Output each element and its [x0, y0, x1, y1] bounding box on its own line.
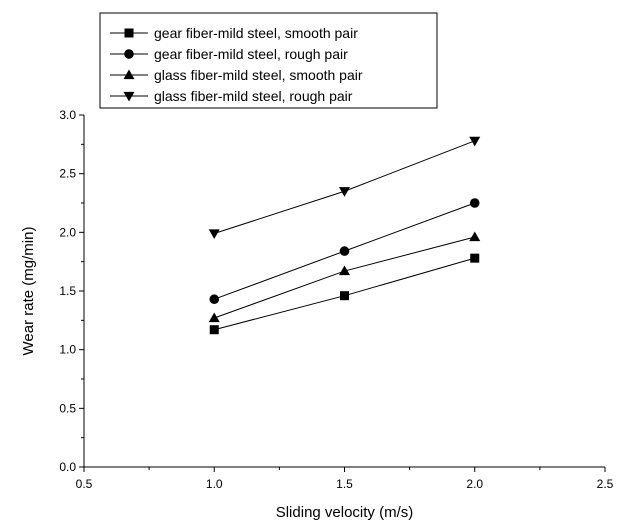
data-point-circle	[469, 198, 480, 208]
legend-marker-circle	[124, 49, 134, 59]
y-axis-title: Wear rate (mg/min)	[20, 227, 37, 356]
legend-label: glass fiber-mild steel, smooth pair	[154, 67, 363, 83]
legend-label: gear fiber-mild steel, rough pair	[154, 46, 348, 62]
data-point-triangle-up	[339, 265, 350, 276]
y-tick-label: 1.0	[59, 343, 76, 357]
data-point-circle	[339, 246, 350, 256]
legend-marker-square	[124, 28, 134, 38]
data-point-square	[470, 253, 480, 263]
legend-item: glass fiber-mild steel, rough pair	[110, 88, 353, 104]
x-tick-label: 0.5	[76, 477, 93, 491]
ticks: 0.5 1.0 1.5 2.0 2.50.00.51.01.52.02.53.0	[59, 108, 613, 491]
data-point-circle	[209, 294, 220, 305]
legend-label: gear fiber-mild steel, smooth pair	[154, 25, 358, 41]
axes	[83, 115, 605, 468]
legend-item: gear fiber-mild steel, rough pair	[110, 46, 348, 62]
legend-marker-triangle-up	[123, 69, 135, 80]
data-point-triangle-up	[469, 231, 481, 242]
series-square	[209, 253, 480, 335]
x-tick-label: 2.0	[466, 477, 483, 491]
series-layer	[208, 136, 481, 335]
x-tick-label: 1.5	[336, 477, 353, 491]
y-tick-label: 3.0	[59, 108, 76, 122]
series-triangle-down	[208, 136, 481, 240]
x-tick-label: 2.5	[597, 477, 614, 491]
x-tick-label: 1.0	[206, 477, 223, 491]
legend-marker-triangle-down	[123, 91, 135, 102]
legend: gear fiber-mild steel, smooth pair gear f…	[99, 12, 438, 109]
legend-box	[99, 12, 438, 109]
data-point-triangle-down	[469, 136, 481, 147]
data-point-triangle-up	[208, 312, 220, 323]
legend-item: glass fiber-mild steel, smooth pair	[110, 67, 363, 83]
legend-item: gear fiber-mild steel, smooth pair	[110, 25, 358, 41]
series-circle	[209, 198, 480, 305]
data-point-triangle-down	[208, 229, 220, 240]
y-tick-label: 0.0	[59, 460, 76, 474]
y-tick-label: 1.5	[59, 284, 76, 298]
x-axis-title: Sliding velocity (m/s)	[276, 504, 414, 521]
series-triangle-up	[208, 231, 481, 323]
legend-label: glass fiber-mild steel, rough pair	[154, 88, 353, 104]
y-tick-label: 2.0	[59, 225, 76, 239]
data-point-triangle-down	[339, 187, 350, 197]
data-point-square	[340, 291, 349, 301]
data-point-square	[209, 325, 219, 335]
y-tick-label: 0.5	[59, 401, 76, 415]
y-tick-label: 2.5	[59, 167, 76, 181]
